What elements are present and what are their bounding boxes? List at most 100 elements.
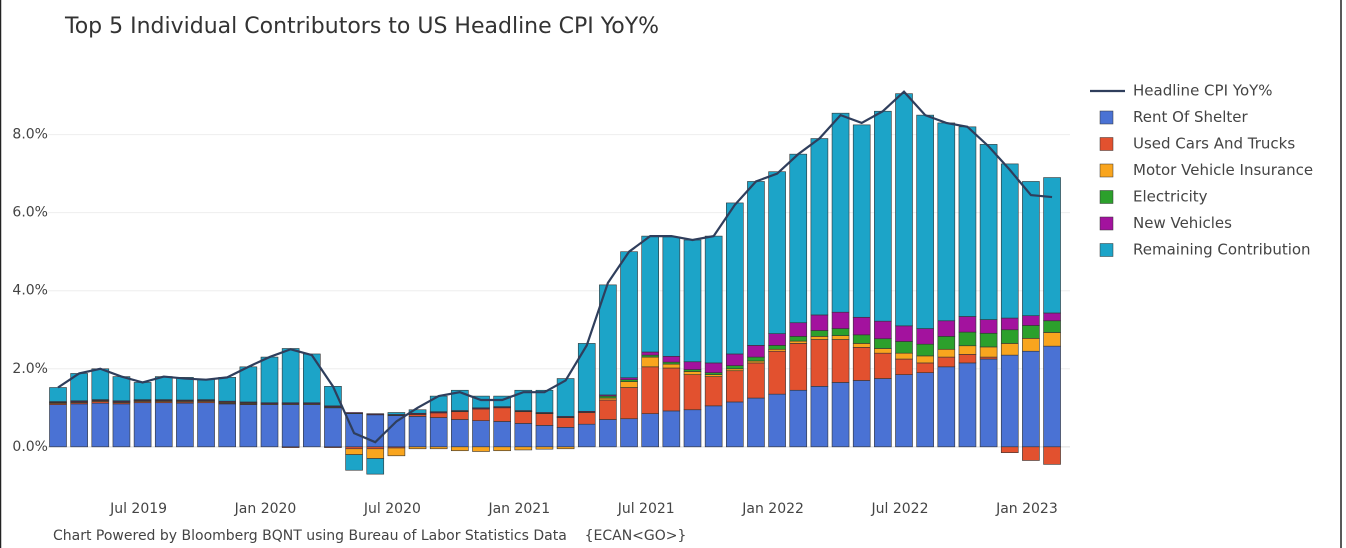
bar-segment	[535, 446, 554, 450]
bar-segment	[852, 347, 871, 381]
bar-segment	[281, 348, 300, 404]
bar-segment	[345, 454, 363, 471]
bar-segment	[937, 366, 956, 448]
legend-swatch	[1099, 190, 1114, 204]
bar-segment	[789, 336, 808, 342]
bar-segment	[895, 341, 913, 354]
bar-segment	[768, 345, 786, 350]
legend-label: Motor Vehicle Insurance	[1133, 161, 1313, 179]
y-tick-label: 4.0%	[12, 283, 48, 299]
bar-segment	[133, 382, 152, 400]
bar-segment	[725, 370, 744, 403]
bar-segment	[1022, 446, 1040, 461]
bar-segment	[535, 413, 554, 426]
bar-segment	[810, 336, 829, 340]
bar-segment	[49, 387, 67, 402]
bar-segment	[916, 343, 934, 357]
bar-segment	[1043, 446, 1061, 465]
bar-segment	[958, 316, 977, 333]
bar-segment	[725, 353, 744, 366]
bar-segment	[366, 448, 385, 459]
bar-segment	[683, 361, 702, 370]
bar-segment	[874, 320, 892, 340]
bar-segment	[831, 112, 850, 313]
x-tick-label: Jul 2020	[363, 501, 421, 517]
bar-segment	[747, 181, 765, 346]
bar-segment	[472, 420, 490, 448]
bar-segment	[620, 381, 638, 388]
bar-segment	[1022, 350, 1040, 448]
bar-segment	[514, 446, 533, 451]
bar-segment	[789, 343, 808, 391]
bar-segment	[831, 311, 850, 329]
legend-label: New Vehicles	[1133, 214, 1232, 232]
bar-segment	[895, 358, 913, 375]
bar-segment	[493, 395, 511, 407]
bar-segment	[958, 126, 977, 317]
bar-segment	[747, 345, 765, 358]
bar-segment	[979, 144, 998, 320]
bar-segment	[620, 387, 638, 420]
bar-segment	[641, 235, 660, 353]
bar-segment	[852, 316, 871, 336]
bar-segment	[958, 362, 977, 448]
bar-segment	[176, 377, 194, 401]
bar-segment	[556, 446, 575, 450]
bar-segment	[1043, 332, 1061, 347]
bar-segment	[852, 334, 871, 344]
bar-segment	[197, 379, 215, 400]
bar-segment	[302, 404, 321, 448]
bar-segment	[324, 446, 342, 448]
bar-segment	[429, 417, 448, 448]
bar-segment	[1043, 177, 1061, 314]
bar-segment	[260, 404, 279, 448]
bar-segment	[599, 419, 617, 448]
bar-segment	[408, 409, 427, 414]
bar-segment	[810, 138, 829, 316]
bar-segment	[747, 356, 765, 362]
bar-segment	[451, 389, 469, 411]
bar-segment	[662, 355, 681, 363]
bar-segment	[831, 335, 850, 340]
bar-segment	[958, 331, 977, 347]
bar-segment	[176, 402, 194, 448]
bar-segment	[535, 389, 554, 413]
bar-segment	[874, 352, 892, 379]
bar-segment	[916, 362, 934, 373]
bar-segment	[916, 114, 934, 329]
bar-segment	[620, 418, 638, 448]
bar-segment	[556, 427, 575, 448]
bar-segment	[49, 404, 67, 448]
bar-segment	[218, 403, 236, 448]
legend-swatch	[1099, 163, 1114, 178]
bar-segment	[387, 412, 406, 415]
bar-segment	[768, 350, 786, 395]
legend-label: Used Cars And Trucks	[1133, 135, 1295, 153]
bar-segment	[1000, 343, 1019, 356]
bar-segment	[937, 320, 956, 337]
bar-segment	[662, 236, 681, 357]
bar-segment	[239, 404, 258, 448]
bar-segment	[789, 322, 808, 337]
x-tick-label: Jan 2023	[995, 501, 1058, 517]
bar-segment	[1022, 338, 1040, 352]
bar-segment	[70, 403, 88, 448]
bar-segment	[683, 371, 702, 375]
bar-segment	[451, 411, 469, 420]
y-tick-label: 2.0%	[12, 361, 48, 377]
bar-segment	[895, 325, 913, 342]
bar-segment	[1000, 446, 1019, 453]
bar-segment	[725, 365, 744, 370]
bar-segment	[154, 376, 173, 400]
bar-segment	[218, 377, 236, 402]
legend-label: Headline CPI YoY%	[1133, 82, 1273, 100]
bar-segment	[831, 382, 850, 448]
bar-segment	[874, 338, 892, 349]
bar-segment	[514, 423, 533, 448]
bar-segment	[662, 410, 681, 448]
bar-segment	[1000, 317, 1019, 331]
bar-segment	[281, 446, 300, 448]
bar-segment	[345, 412, 363, 414]
bar-segment	[789, 389, 808, 448]
